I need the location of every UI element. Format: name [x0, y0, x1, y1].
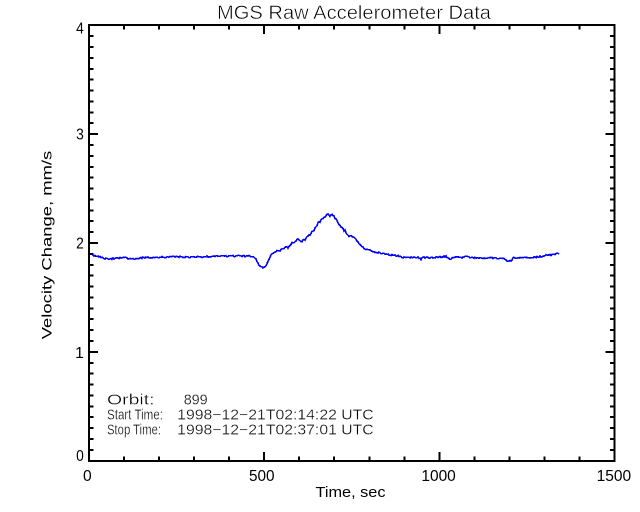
svg-text:Time, sec: Time, sec — [316, 484, 387, 501]
svg-text:Orbit:: Orbit: — [107, 393, 155, 409]
svg-text:1000: 1000 — [421, 468, 456, 485]
svg-text:500: 500 — [249, 468, 275, 485]
svg-text:4: 4 — [76, 21, 84, 38]
svg-text:1: 1 — [75, 345, 84, 362]
svg-text:1998−12−21T02:37:01 UTC: 1998−12−21T02:37:01 UTC — [177, 422, 374, 438]
svg-text:2: 2 — [76, 235, 84, 252]
svg-text:1998−12−21T02:14:22 UTC: 1998−12−21T02:14:22 UTC — [177, 407, 374, 423]
svg-text:Velocity Change, mm/s: Velocity Change, mm/s — [38, 151, 54, 340]
svg-text:899: 899 — [184, 393, 208, 409]
svg-text:Stop Time:: Stop Time: — [107, 422, 161, 438]
svg-text:Start Time:: Start Time: — [107, 407, 163, 423]
svg-text:3: 3 — [76, 127, 84, 144]
svg-text:0: 0 — [76, 448, 84, 465]
svg-text:1500: 1500 — [597, 468, 632, 485]
svg-text:MGS Raw Accelerometer Data: MGS Raw Accelerometer Data — [217, 3, 491, 24]
svg-text:0: 0 — [83, 468, 92, 485]
